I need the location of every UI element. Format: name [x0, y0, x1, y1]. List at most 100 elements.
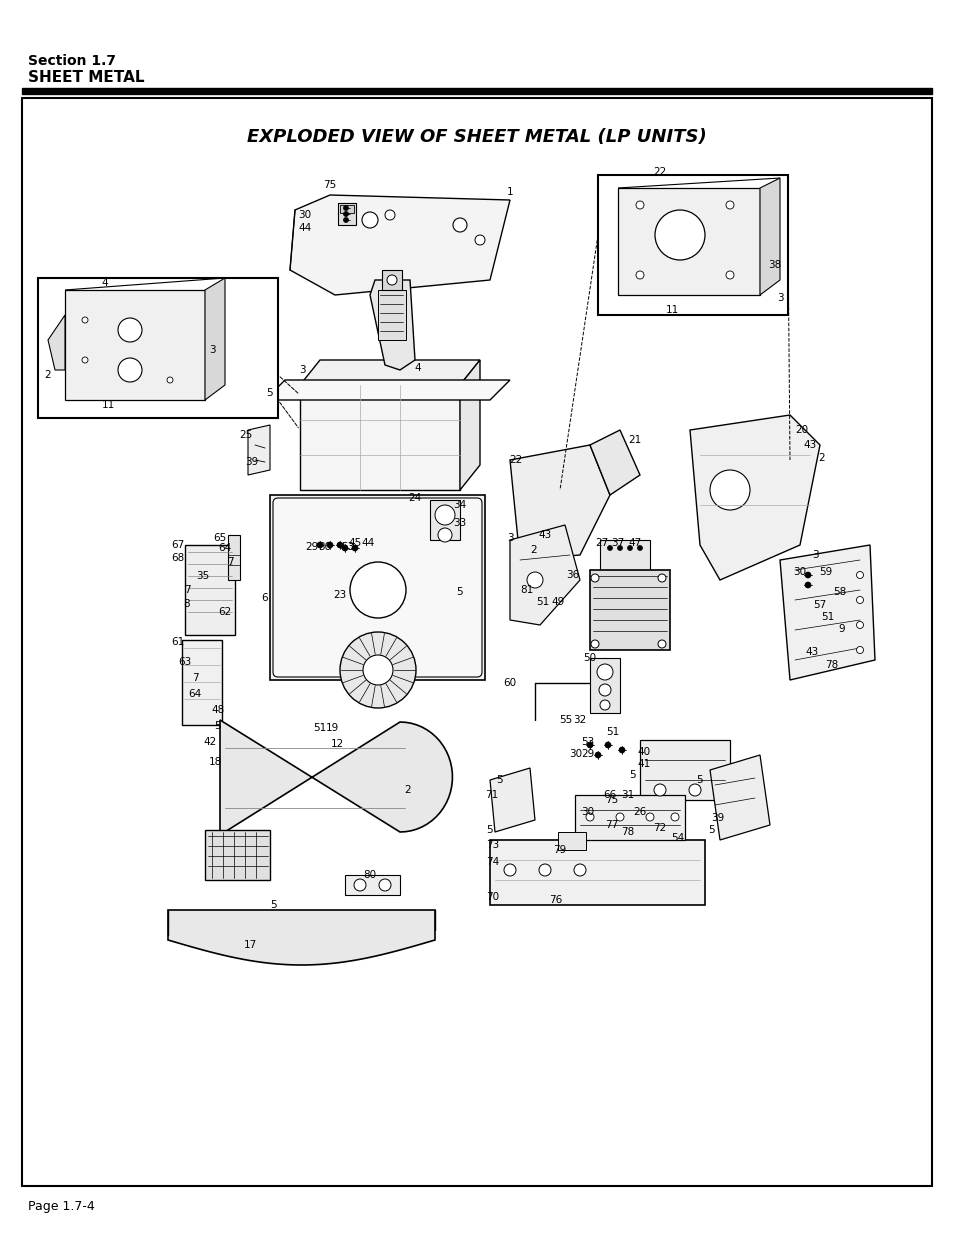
Bar — [339, 205, 354, 212]
Text: 18: 18 — [208, 757, 221, 767]
Circle shape — [354, 879, 366, 890]
Text: 8: 8 — [184, 599, 190, 609]
Circle shape — [586, 742, 593, 748]
Text: 42: 42 — [203, 737, 216, 747]
Text: 65: 65 — [213, 534, 227, 543]
Polygon shape — [689, 415, 820, 580]
Circle shape — [637, 546, 641, 551]
Bar — [38, 278, 277, 417]
Circle shape — [574, 864, 585, 876]
Text: SHEET METAL: SHEET METAL — [28, 70, 144, 85]
Text: 19: 19 — [325, 722, 338, 734]
Text: 5: 5 — [267, 388, 273, 398]
Polygon shape — [618, 188, 760, 295]
Circle shape — [598, 684, 610, 697]
Text: 25: 25 — [239, 430, 253, 440]
Circle shape — [316, 542, 323, 548]
Polygon shape — [205, 278, 225, 400]
Text: 41: 41 — [637, 760, 650, 769]
Text: 63: 63 — [178, 657, 192, 667]
Text: 2: 2 — [530, 545, 537, 555]
Circle shape — [655, 210, 704, 261]
Polygon shape — [290, 195, 510, 295]
Circle shape — [343, 211, 348, 216]
Circle shape — [709, 471, 749, 510]
Circle shape — [590, 640, 598, 648]
Text: 2: 2 — [45, 370, 51, 380]
Text: 39: 39 — [711, 813, 724, 823]
Text: 20: 20 — [795, 425, 808, 435]
Text: 7: 7 — [192, 673, 198, 683]
Polygon shape — [510, 445, 609, 559]
Text: 7: 7 — [184, 585, 190, 595]
Bar — [558, 832, 585, 850]
Bar — [270, 495, 484, 680]
Text: 22: 22 — [509, 454, 522, 466]
Text: 68: 68 — [172, 553, 185, 563]
Circle shape — [597, 664, 613, 680]
Text: 75: 75 — [323, 180, 336, 190]
Text: 32: 32 — [573, 715, 586, 725]
Text: 35: 35 — [196, 571, 210, 580]
Circle shape — [627, 546, 632, 551]
Polygon shape — [760, 178, 780, 295]
Bar — [589, 658, 619, 713]
Circle shape — [526, 572, 542, 588]
Circle shape — [82, 317, 88, 324]
Text: 5: 5 — [696, 776, 702, 785]
Text: 3: 3 — [209, 345, 215, 354]
Circle shape — [616, 813, 623, 821]
Text: 30: 30 — [793, 567, 805, 577]
Polygon shape — [48, 315, 65, 370]
Text: 54: 54 — [671, 832, 684, 844]
Circle shape — [670, 813, 679, 821]
Bar — [345, 876, 399, 895]
Circle shape — [378, 879, 391, 890]
Text: 29: 29 — [305, 542, 318, 552]
Text: 22: 22 — [653, 167, 666, 177]
Circle shape — [725, 270, 733, 279]
Text: 5: 5 — [708, 825, 715, 835]
Circle shape — [82, 357, 88, 363]
Text: 30: 30 — [298, 210, 312, 220]
Polygon shape — [370, 280, 415, 370]
Circle shape — [118, 317, 142, 342]
Text: 73: 73 — [486, 840, 499, 850]
Text: 51: 51 — [313, 722, 326, 734]
Text: 70: 70 — [486, 892, 499, 902]
Circle shape — [385, 210, 395, 220]
Circle shape — [343, 205, 348, 210]
Text: 43: 43 — [802, 440, 816, 450]
Bar — [337, 203, 355, 225]
Text: Section 1.7: Section 1.7 — [28, 54, 116, 68]
Text: 55: 55 — [558, 715, 572, 725]
Circle shape — [387, 275, 396, 285]
Circle shape — [435, 505, 455, 525]
Circle shape — [352, 545, 357, 551]
Polygon shape — [459, 359, 479, 490]
Text: 64: 64 — [218, 543, 232, 553]
Circle shape — [804, 582, 810, 588]
Polygon shape — [618, 178, 780, 188]
Text: 59: 59 — [819, 567, 832, 577]
Circle shape — [350, 562, 406, 618]
Text: 67: 67 — [172, 540, 185, 550]
Circle shape — [503, 864, 516, 876]
Bar — [589, 571, 669, 650]
Text: 5: 5 — [629, 769, 636, 781]
Text: 34: 34 — [453, 500, 466, 510]
Polygon shape — [589, 430, 639, 495]
Text: 48: 48 — [212, 705, 224, 715]
Circle shape — [118, 358, 142, 382]
Text: 27: 27 — [595, 538, 608, 548]
Text: 12: 12 — [330, 739, 343, 748]
Text: 49: 49 — [551, 597, 564, 606]
Circle shape — [617, 546, 622, 551]
Text: 72: 72 — [653, 823, 666, 832]
Text: 3: 3 — [506, 534, 513, 543]
Circle shape — [343, 217, 348, 222]
Polygon shape — [780, 545, 874, 680]
Text: 43: 43 — [804, 647, 818, 657]
Bar — [430, 500, 459, 540]
Text: 5: 5 — [271, 900, 277, 910]
